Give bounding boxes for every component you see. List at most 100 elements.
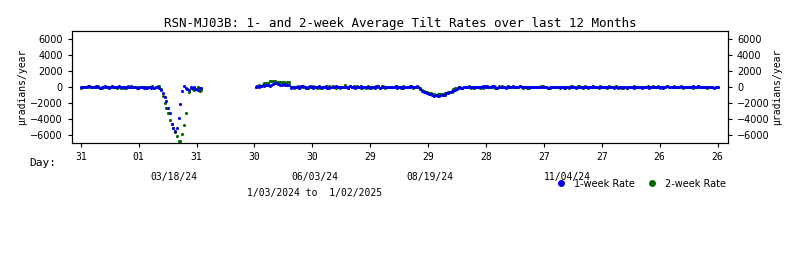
Point (606, 85, 619, 89)
Point (484, 86, 497, 90)
Point (144, 86, 157, 90)
Point (674, 85, 687, 89)
Point (570, 85, 582, 89)
Point (310, 85, 323, 89)
Point (699, 85, 712, 89)
Point (169, 129, 182, 133)
Point (254, 84, 267, 88)
Point (294, 84, 307, 89)
Point (114, 86, 127, 90)
Point (158, 95, 171, 99)
Point (664, 86, 677, 90)
Point (83, 84, 96, 89)
Point (634, 85, 647, 89)
Point (585, 85, 598, 89)
Point (543, 86, 556, 90)
Point (366, 84, 379, 89)
Point (646, 84, 659, 88)
Point (414, 87, 426, 91)
Point (393, 85, 406, 89)
Point (153, 84, 166, 88)
Point (512, 85, 525, 89)
Point (123, 85, 136, 89)
Point (617, 86, 630, 90)
Point (641, 85, 654, 89)
Point (354, 84, 367, 88)
Point (170, 134, 183, 138)
Point (521, 85, 534, 89)
Point (428, 94, 441, 98)
Point (624, 85, 637, 89)
Point (146, 85, 159, 89)
Point (632, 85, 645, 89)
Point (151, 84, 164, 88)
Point (325, 85, 338, 89)
Point (627, 84, 640, 88)
Point (142, 85, 155, 89)
Point (657, 85, 670, 89)
Point (331, 85, 344, 89)
Point (178, 84, 190, 88)
Point (190, 87, 202, 91)
Point (503, 85, 516, 89)
Point (643, 86, 656, 90)
Point (275, 80, 288, 84)
Point (529, 85, 542, 89)
Point (85, 85, 98, 89)
Point (405, 84, 418, 88)
Point (710, 85, 722, 89)
Point (396, 84, 409, 88)
Point (179, 86, 192, 90)
Point (534, 84, 547, 88)
Point (113, 83, 126, 88)
Point (102, 84, 115, 89)
Point (552, 85, 565, 89)
Point (465, 86, 478, 90)
Point (440, 91, 453, 95)
Point (300, 86, 313, 90)
Point (601, 86, 614, 90)
Point (342, 86, 354, 90)
Point (426, 92, 438, 96)
Point (518, 85, 531, 89)
Point (692, 84, 705, 88)
Point (543, 85, 556, 89)
Point (146, 84, 159, 88)
Point (122, 84, 134, 89)
Point (459, 85, 472, 89)
Point (577, 85, 590, 89)
Point (708, 86, 721, 90)
Point (680, 84, 693, 89)
Point (118, 86, 131, 90)
Point (135, 85, 148, 89)
Point (599, 85, 612, 89)
Point (498, 85, 510, 89)
Point (354, 86, 367, 90)
Point (630, 85, 643, 89)
Point (512, 84, 525, 89)
Point (258, 81, 271, 85)
Point (608, 85, 621, 89)
Point (155, 88, 168, 92)
Point (258, 83, 271, 88)
Point (442, 90, 454, 94)
Point (456, 86, 469, 90)
Point (618, 85, 631, 89)
Point (578, 84, 591, 88)
Point (583, 85, 596, 89)
Point (125, 84, 138, 89)
Point (288, 85, 301, 89)
Point (611, 85, 624, 89)
Point (706, 85, 718, 89)
Point (393, 85, 406, 89)
Point (88, 85, 101, 89)
Point (697, 84, 710, 89)
Point (577, 86, 590, 90)
Point (702, 86, 715, 90)
Point (454, 86, 466, 90)
Point (155, 87, 168, 91)
Point (704, 85, 717, 89)
Point (402, 86, 414, 90)
Point (493, 84, 506, 89)
Point (150, 84, 162, 89)
